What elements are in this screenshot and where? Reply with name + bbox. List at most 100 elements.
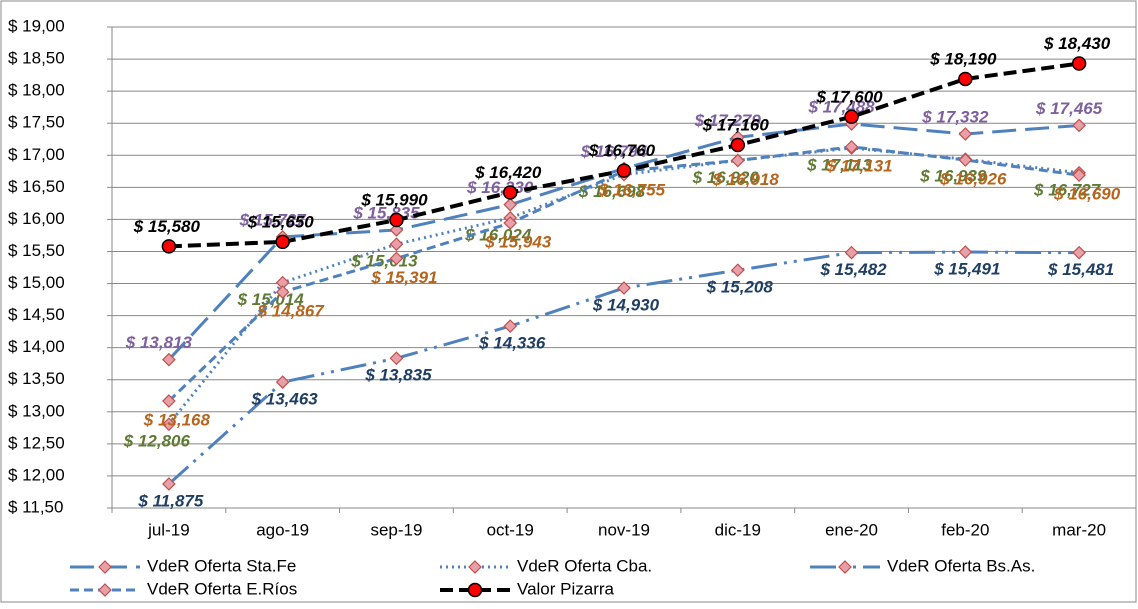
value-label: $ 13,463 bbox=[251, 390, 319, 409]
data-point bbox=[617, 281, 631, 295]
series-line bbox=[167, 250, 1080, 486]
value-label: $ 16,920 bbox=[692, 168, 760, 187]
value-label: $ 12,806 bbox=[123, 432, 191, 451]
value-label: $ 15,580 bbox=[133, 217, 201, 236]
value-label: $ 15,391 bbox=[370, 268, 437, 287]
y-tick-label: $ 18,50 bbox=[8, 49, 65, 68]
x-tick-label: sep-19 bbox=[370, 520, 422, 539]
value-label: $ 13,168 bbox=[143, 411, 211, 430]
data-point bbox=[389, 237, 404, 252]
legend-marker bbox=[838, 560, 852, 574]
legend-label: VdeR Oferta Sta.Fe bbox=[147, 556, 296, 575]
y-tick-label: $ 15,50 bbox=[8, 241, 65, 260]
value-label: $ 14,930 bbox=[592, 296, 660, 315]
value-label: $ 17,160 bbox=[702, 115, 770, 134]
y-tick-label: $ 17,00 bbox=[8, 145, 65, 164]
value-label: $ 15,491 bbox=[933, 260, 1000, 279]
value-label: $ 15,943 bbox=[484, 233, 552, 252]
x-tick-label: dic-19 bbox=[715, 520, 761, 539]
data-point bbox=[275, 285, 290, 299]
value-label: $ 17,600 bbox=[815, 87, 883, 106]
y-tick-label: $ 12,00 bbox=[8, 465, 65, 484]
data-point bbox=[162, 352, 176, 367]
value-label: $ 17,488 bbox=[807, 97, 875, 116]
legend-marker bbox=[98, 560, 112, 574]
legend-marker bbox=[468, 560, 482, 574]
y-tick-label: $ 13,00 bbox=[8, 401, 65, 420]
value-label: $ 15,481 bbox=[1047, 260, 1114, 279]
x-tick-label: feb-20 bbox=[941, 520, 989, 539]
y-tick-label: $ 15,00 bbox=[8, 273, 65, 292]
value-label: $ 16,727 bbox=[1033, 180, 1102, 199]
value-label: $ 14,336 bbox=[478, 334, 546, 353]
y-tick-label: $ 12,50 bbox=[8, 433, 65, 452]
value-label: $ 16,939 bbox=[919, 167, 987, 186]
value-label: $ 16,698 bbox=[578, 182, 646, 201]
x-tick-label: jul-19 bbox=[147, 520, 190, 539]
value-label: $ 14,867 bbox=[257, 302, 326, 321]
y-tick-label: $ 16,50 bbox=[8, 177, 65, 196]
value-label: $ 15,208 bbox=[706, 278, 774, 297]
y-tick-label: $ 13,50 bbox=[8, 369, 65, 388]
data-point bbox=[844, 245, 859, 260]
data-point bbox=[1071, 56, 1087, 71]
data-point bbox=[1072, 245, 1086, 260]
y-tick-label: $ 11,50 bbox=[8, 497, 63, 516]
legend-label: VdeR Oferta Cba. bbox=[517, 556, 652, 575]
y-tick-label: $ 14,50 bbox=[8, 305, 65, 324]
data-point bbox=[730, 137, 746, 153]
data-point bbox=[389, 251, 404, 266]
value-label: $ 15,014 bbox=[237, 290, 305, 309]
y-tick-label: $ 18,00 bbox=[8, 81, 65, 100]
value-label: $ 16,420 bbox=[474, 163, 542, 182]
y-tick-label: $ 16,00 bbox=[8, 209, 65, 228]
value-label: $ 16,760 bbox=[588, 141, 656, 160]
value-label: $ 15,482 bbox=[819, 260, 887, 279]
y-tick-label: $ 17,50 bbox=[8, 113, 65, 132]
value-label: $ 16,918 bbox=[712, 170, 780, 189]
data-point bbox=[162, 477, 176, 491]
data-point bbox=[958, 153, 973, 167]
data-point bbox=[616, 163, 632, 178]
value-label: $ 13,813 bbox=[125, 333, 193, 352]
value-label: $ 16,024 bbox=[464, 225, 532, 244]
data-point bbox=[389, 223, 404, 237]
data-point bbox=[275, 375, 290, 389]
data-point bbox=[161, 239, 177, 254]
data-point bbox=[958, 127, 973, 141]
x-tick-label: ago-19 bbox=[256, 520, 309, 539]
value-label: $ 16,794 bbox=[580, 142, 648, 161]
legend-label: VdeR Oferta E.Ríos bbox=[147, 579, 297, 598]
value-label: $ 17,131 bbox=[825, 156, 892, 175]
data-point bbox=[502, 185, 518, 200]
data-point bbox=[389, 351, 404, 366]
data-point bbox=[503, 197, 518, 212]
legend-label: VdeR Oferta Bs.As. bbox=[887, 556, 1035, 575]
data-point bbox=[1072, 168, 1086, 182]
value-label: $ 17,332 bbox=[921, 107, 989, 126]
value-label: $ 15,990 bbox=[360, 191, 428, 210]
value-label: $ 17,113 bbox=[806, 156, 872, 175]
value-label: $ 16,690 bbox=[1053, 185, 1121, 204]
value-label: $ 17,279 bbox=[694, 111, 762, 130]
data-point bbox=[958, 245, 973, 259]
data-point bbox=[503, 216, 518, 230]
value-label: $ 13,835 bbox=[364, 366, 432, 385]
data-point bbox=[730, 263, 745, 278]
x-tick-label: nov-19 bbox=[598, 520, 650, 539]
data-point bbox=[389, 212, 404, 228]
value-label: $ 16,755 bbox=[598, 180, 666, 199]
x-tick-label: ene-20 bbox=[825, 520, 878, 539]
x-tick-label: oct-19 bbox=[487, 520, 534, 539]
data-point bbox=[844, 140, 859, 154]
data-point bbox=[275, 234, 290, 250]
data-point bbox=[1072, 118, 1086, 133]
data-point bbox=[844, 109, 859, 125]
x-tick-label: mar-20 bbox=[1052, 520, 1106, 539]
value-label: $ 15,727 bbox=[239, 210, 308, 229]
value-label: $ 15,650 bbox=[247, 212, 315, 231]
y-tick-label: $ 19,00 bbox=[8, 16, 65, 35]
